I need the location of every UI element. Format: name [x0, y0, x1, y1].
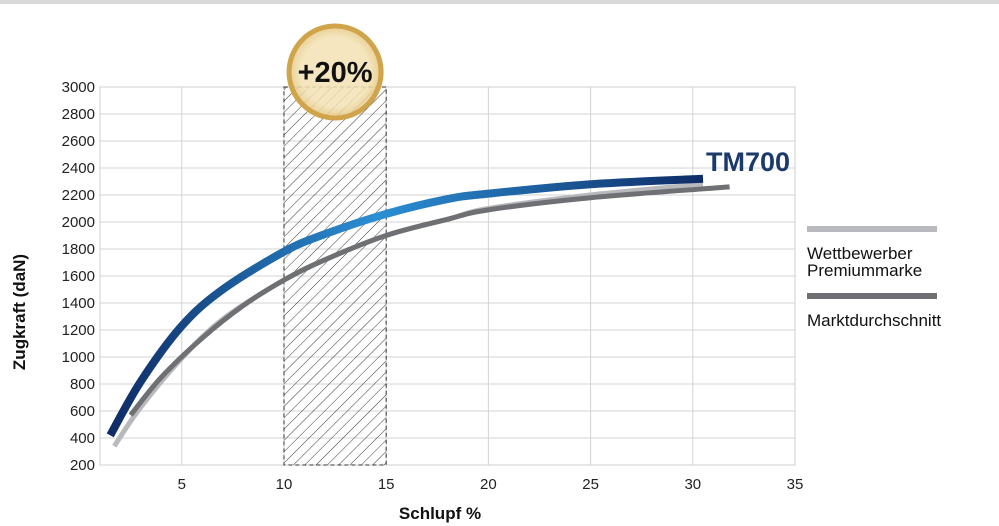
grid	[99, 86, 796, 466]
x-tick-label: 5	[178, 476, 186, 493]
x-tick-label: 20	[480, 476, 497, 493]
y-tick-label: 1400	[62, 295, 95, 312]
y-tick-label: 200	[70, 457, 95, 474]
x-tick-label: 10	[276, 476, 293, 493]
legend: Wettbewerber Premiummarke Marktdurchschnit…	[807, 226, 941, 330]
legend-label-wettbewerber-premiummarke: Wettbewerber Premiummarke	[807, 244, 922, 280]
y-tick-label: 1000	[62, 349, 95, 366]
x-tick-label: 35	[787, 476, 804, 493]
y-tick-label: 3000	[62, 79, 95, 96]
x-tick-label: 15	[378, 476, 395, 493]
series-line-wettbewerber-premiummarke	[112, 181, 704, 448]
x-axis-title: Schlupf %	[399, 504, 481, 523]
y-tick-label: 2600	[62, 133, 95, 150]
y-tick-label: 2400	[62, 160, 95, 177]
top-divider	[0, 0, 999, 4]
y-axis-title: Zugkraft (daN)	[10, 254, 29, 370]
series-lines: TM700	[106, 147, 790, 448]
y-tick-label: 400	[70, 430, 95, 447]
y-tick-label: 1800	[62, 241, 95, 258]
axis-ticks: 200 400 600 800 1000 1200 1400 1600 1800 2000 2200…	[62, 79, 804, 493]
badge: +20%	[286, 23, 384, 121]
highlight-band	[283, 86, 387, 466]
y-tick-label: 2200	[62, 187, 95, 204]
series-line-marktdurchschnitt	[128, 184, 730, 417]
y-tick-label: 2000	[62, 214, 95, 231]
badge-label: +20%	[298, 57, 373, 89]
legend-label-marktdurchschnitt: Marktdurchschnitt	[807, 311, 941, 330]
y-tick-label: 1600	[62, 268, 95, 285]
y-tick-label: 600	[70, 403, 95, 420]
x-tick-label: 30	[684, 476, 701, 493]
badge-circle	[286, 23, 384, 121]
series-label-tm700: TM700	[706, 147, 790, 177]
y-tick-label: 1200	[62, 322, 95, 339]
hatched-band	[283, 86, 387, 466]
y-tick-label: 2800	[62, 106, 95, 123]
y-tick-label: 800	[70, 376, 95, 393]
series-line-tm700	[106, 174, 704, 438]
x-tick-label: 25	[582, 476, 599, 493]
